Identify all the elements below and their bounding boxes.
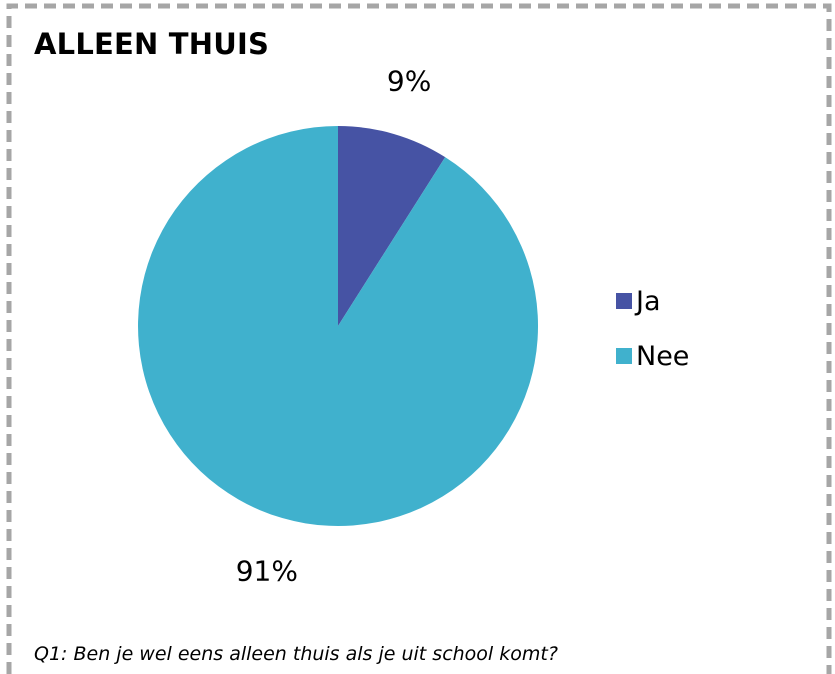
pie-slice-nee [138,126,539,527]
percent-label-ja: 9% [386,64,432,98]
pie-slice-ja [338,126,446,326]
legend-swatch [616,348,632,364]
legend-label: Nee [636,340,690,372]
percent-label-nee: 91% [235,554,298,588]
question-caption: Q1: Ben je wel eens alleen thuis als je … [34,643,558,665]
chart-title: ALLEEN THUIS [34,27,270,61]
chart-legend: Ja Nee [616,282,689,392]
legend-item-nee: Nee [616,337,689,375]
legend-swatch [616,293,632,309]
legend-item-ja: Ja [616,282,689,320]
legend-label: Ja [636,285,661,317]
